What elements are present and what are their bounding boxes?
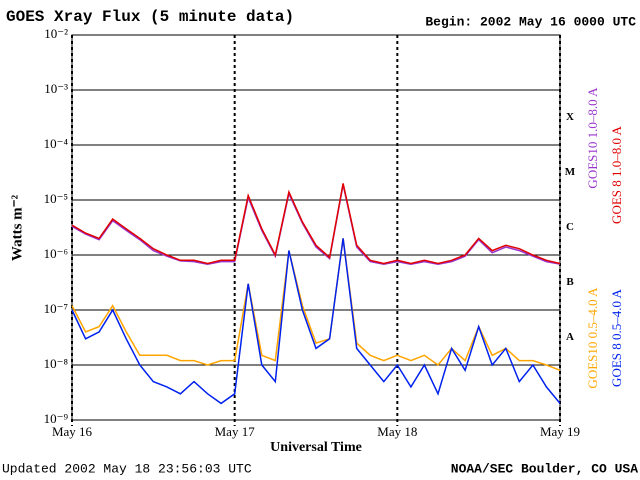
y-tick-label: 10⁻⁵ <box>44 191 68 206</box>
flare-class-label: X <box>566 111 574 123</box>
y-axis-label: Watts m⁻² <box>9 194 25 261</box>
legend-entry: GOES 8 0.5–4.0 A <box>609 288 624 386</box>
y-tick-label: 10⁻⁹ <box>44 411 69 426</box>
chart-title: GOES Xray Flux (5 minute data) <box>6 8 294 26</box>
x-tick-label: May 18 <box>377 424 417 439</box>
flare-class-label: A <box>566 331 574 343</box>
x-axis-label: Universal Time <box>270 440 362 455</box>
y-tick-label: 10⁻⁷ <box>44 301 68 316</box>
series-line <box>71 183 561 265</box>
footer-right: NOAA/SEC Boulder, CO USA <box>451 461 638 476</box>
y-tick-label: 10⁻⁴ <box>44 136 69 151</box>
flare-class-label: C <box>566 221 574 233</box>
chart-subtitle: Begin: 2002 May 16 0000 UTC <box>425 14 636 29</box>
x-tick-label: May 19 <box>540 424 580 439</box>
series-line <box>71 238 561 405</box>
legend-entry: GOES10 0.5–4.0 A <box>585 287 600 389</box>
y-tick-label: 10⁻² <box>44 26 68 41</box>
y-tick-label: 10⁻⁸ <box>44 356 69 371</box>
x-tick-label: May 17 <box>215 424 256 439</box>
y-tick-label: 10⁻⁶ <box>44 246 68 261</box>
legend-entry: GOES 8 1.0–8.0 A <box>609 125 624 223</box>
y-tick-label: 10⁻³ <box>44 81 68 96</box>
series-line <box>71 184 561 265</box>
footer-left: Updated 2002 May 18 23:56:03 UTC <box>2 461 252 476</box>
flare-class-label: B <box>566 276 574 288</box>
legend-entry: GOES10 1.0–8.0 A <box>585 87 600 189</box>
plot-frame <box>71 34 561 421</box>
flare-class-label: M <box>565 166 576 178</box>
x-tick-label: May 16 <box>52 424 93 439</box>
